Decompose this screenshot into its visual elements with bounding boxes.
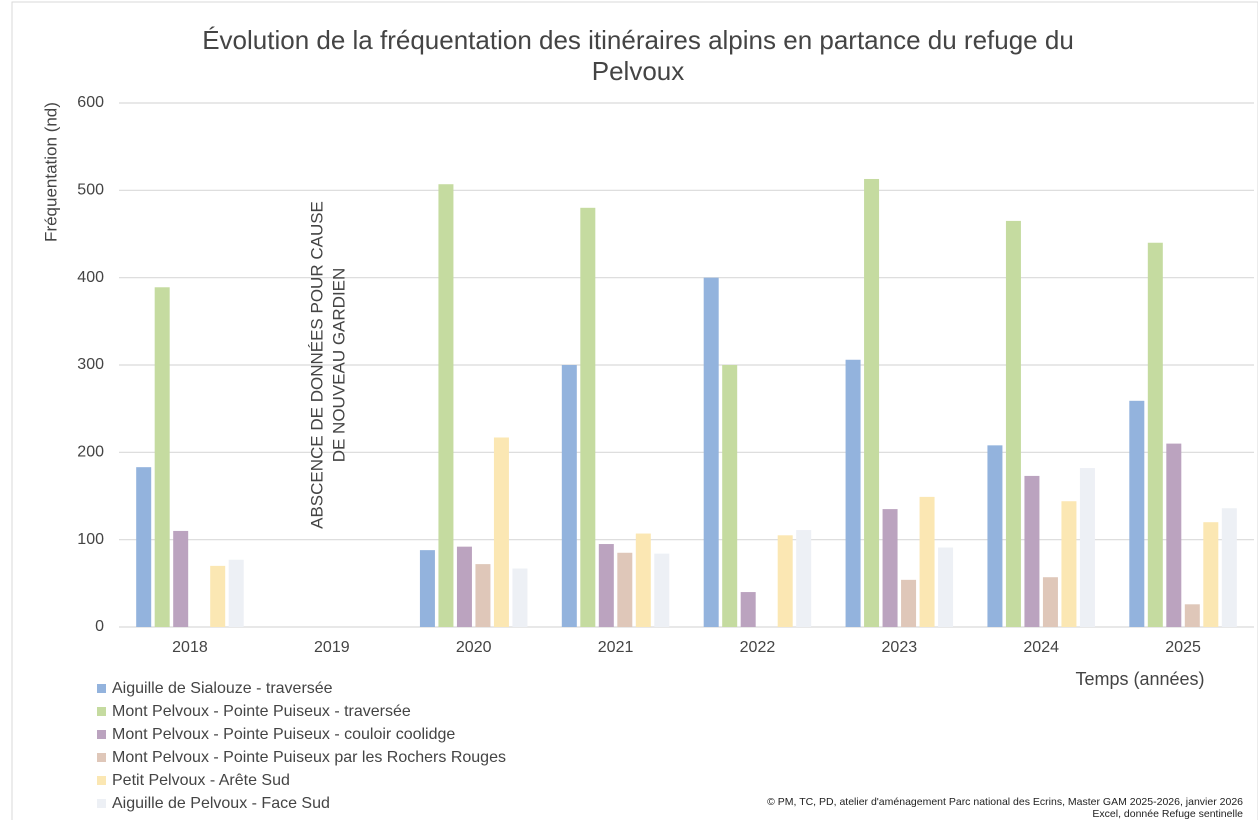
bar	[475, 564, 491, 627]
x-tick-label: 2021	[598, 639, 634, 656]
bar	[987, 445, 1003, 627]
bar	[919, 496, 935, 627]
bar	[796, 530, 812, 627]
bar	[654, 553, 670, 627]
annotation: DE NOUVEAU GARDIEN	[329, 268, 348, 463]
x-tick-label: 2019	[314, 639, 350, 656]
bar	[1147, 242, 1163, 627]
bar	[456, 546, 472, 627]
bar	[173, 530, 189, 627]
y-tick-label: 400	[77, 269, 104, 286]
x-axis-label: Temps (années)	[1075, 669, 1204, 689]
y-tick-label: 100	[77, 531, 104, 548]
bar	[740, 592, 756, 627]
x-tick-label: 2024	[1023, 639, 1059, 656]
bar	[777, 535, 793, 627]
legend-label: Mont Pelvoux - Pointe Puiseux - couloir …	[112, 726, 455, 743]
legend-label: Mont Pelvoux - Pointe Puiseux - traversé…	[112, 703, 411, 720]
legend-swatch	[97, 730, 106, 739]
bar	[882, 509, 898, 627]
y-tick-label: 500	[77, 182, 104, 199]
bar	[228, 559, 244, 627]
annotation: ABSCENCE DE DONNÉES POUR CAUSE	[307, 201, 326, 529]
legend-label: Aiguille de Sialouze - traversée	[112, 680, 333, 697]
x-tick-label: 2025	[1165, 639, 1201, 656]
y-tick-label: 200	[77, 444, 104, 461]
y-tick-label: 0	[95, 618, 104, 635]
bar	[1184, 604, 1200, 627]
bar	[1042, 577, 1058, 627]
bar	[1024, 475, 1040, 627]
bar	[1079, 468, 1095, 627]
bar	[1203, 522, 1219, 627]
legend-label: Mont Pelvoux - Pointe Puiseux par les Ro…	[112, 749, 506, 766]
legend-swatch	[97, 707, 106, 716]
x-tick-label: 2022	[740, 639, 776, 656]
bar	[493, 437, 509, 627]
bar	[901, 579, 917, 627]
bar	[419, 550, 435, 627]
bar	[598, 544, 614, 627]
legend-swatch	[97, 753, 106, 762]
bar	[635, 533, 651, 627]
bar	[845, 359, 861, 627]
bar	[617, 552, 633, 627]
bar	[561, 365, 577, 627]
y-tick-label: 600	[77, 94, 104, 111]
y-tick-label: 300	[77, 356, 104, 373]
bar	[154, 287, 170, 627]
bar	[1129, 400, 1145, 627]
bar	[438, 184, 454, 627]
bar	[1166, 443, 1182, 627]
chart-title: Pelvoux	[592, 56, 685, 86]
legend-label: Aiguille de Pelvoux - Face Sud	[112, 795, 330, 812]
x-tick-label: 2023	[882, 639, 918, 656]
bar	[136, 467, 152, 627]
bar	[864, 178, 880, 628]
legend-label: Petit Pelvoux - Arête Sud	[112, 772, 290, 789]
credits: © PM, TC, PD, atelier d'aménagement Parc…	[767, 796, 1243, 808]
bar	[210, 565, 226, 627]
bar	[722, 365, 738, 627]
x-tick-label: 2018	[172, 639, 208, 656]
credits: Excel, donnée Refuge sentinelle	[1092, 808, 1243, 820]
bar	[512, 568, 528, 627]
chart-frame	[11, 1, 1258, 820]
bar	[1221, 508, 1237, 627]
chart-title: Évolution de la fréquentation des itinér…	[202, 25, 1074, 55]
legend-swatch	[97, 776, 106, 785]
bar	[1005, 220, 1021, 627]
bar	[580, 207, 596, 628]
x-tick-label: 2020	[456, 639, 492, 656]
bar	[703, 277, 719, 627]
legend-swatch	[97, 799, 106, 808]
bar	[938, 547, 954, 627]
bar	[1061, 501, 1077, 627]
legend-swatch	[97, 684, 106, 693]
y-axis-label: Fréquentation (nd)	[41, 102, 60, 242]
